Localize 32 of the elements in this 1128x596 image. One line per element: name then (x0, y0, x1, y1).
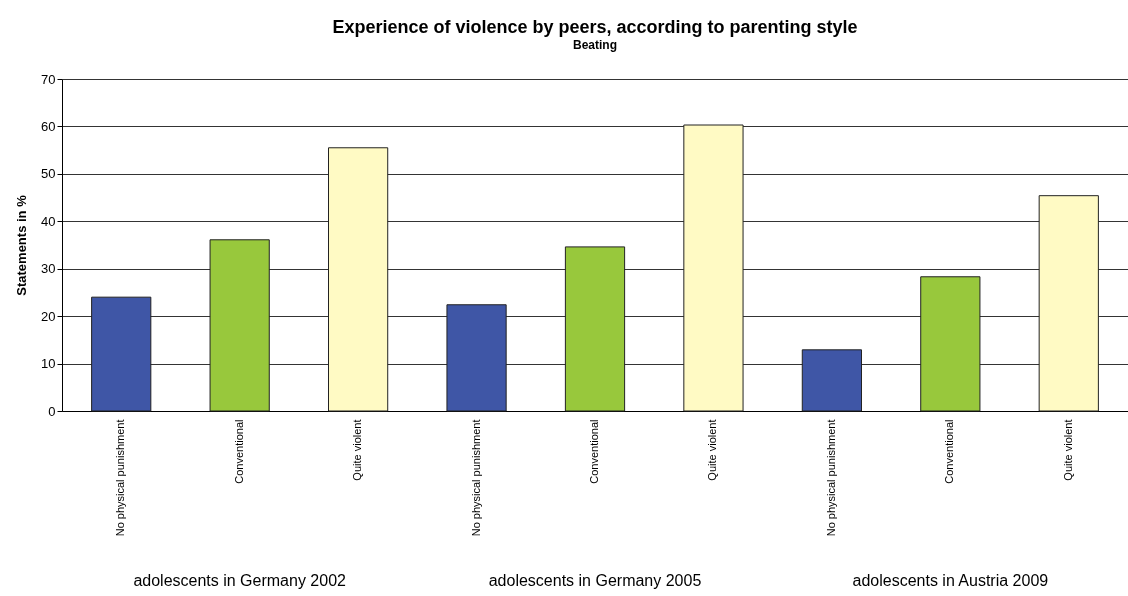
text: adolescents in Germany 2002 (133, 572, 347, 589)
x-tick-label: No physical punishment (824, 419, 837, 537)
x-tick-label: Quite violent (1061, 419, 1074, 481)
chart-title: Experience of violence by peers, according to parenting style (332, 17, 858, 37)
bar (446, 304, 507, 412)
bar (564, 246, 626, 412)
x-tick-label: Conventional (232, 419, 245, 484)
bar (1038, 195, 1099, 412)
x-tick-label: No physical punishment (469, 419, 482, 537)
bar (328, 147, 389, 412)
bar (920, 276, 981, 412)
x-tick-label: Conventional (943, 419, 956, 484)
y-tick-label: 50 (41, 166, 56, 182)
bar (683, 124, 744, 412)
y-axis-title: Statements in % (14, 194, 30, 296)
y-tick-label: 40 (41, 213, 56, 229)
x-tick-label: Conventional (588, 419, 600, 484)
y-tick-label: 0 (48, 403, 56, 419)
x-tick-label: Quite violent (706, 419, 719, 481)
text: adolescents in Austria 2009 (852, 572, 1049, 589)
chart-subtitle: Beating (572, 38, 618, 52)
bar (209, 239, 270, 412)
x-tick-label: No physical punishment (114, 419, 127, 537)
y-tick-label: 60 (41, 118, 56, 134)
bar (91, 296, 152, 412)
y-tick-label: 70 (41, 71, 56, 87)
y-tick-label: 20 (41, 308, 56, 324)
x-tick-label: Quite violent (351, 419, 364, 481)
y-tick-label: 30 (41, 261, 56, 277)
y-tick-label: 10 (41, 356, 56, 372)
bar (801, 349, 862, 412)
text: adolescents in Germany 2005 (488, 572, 702, 589)
